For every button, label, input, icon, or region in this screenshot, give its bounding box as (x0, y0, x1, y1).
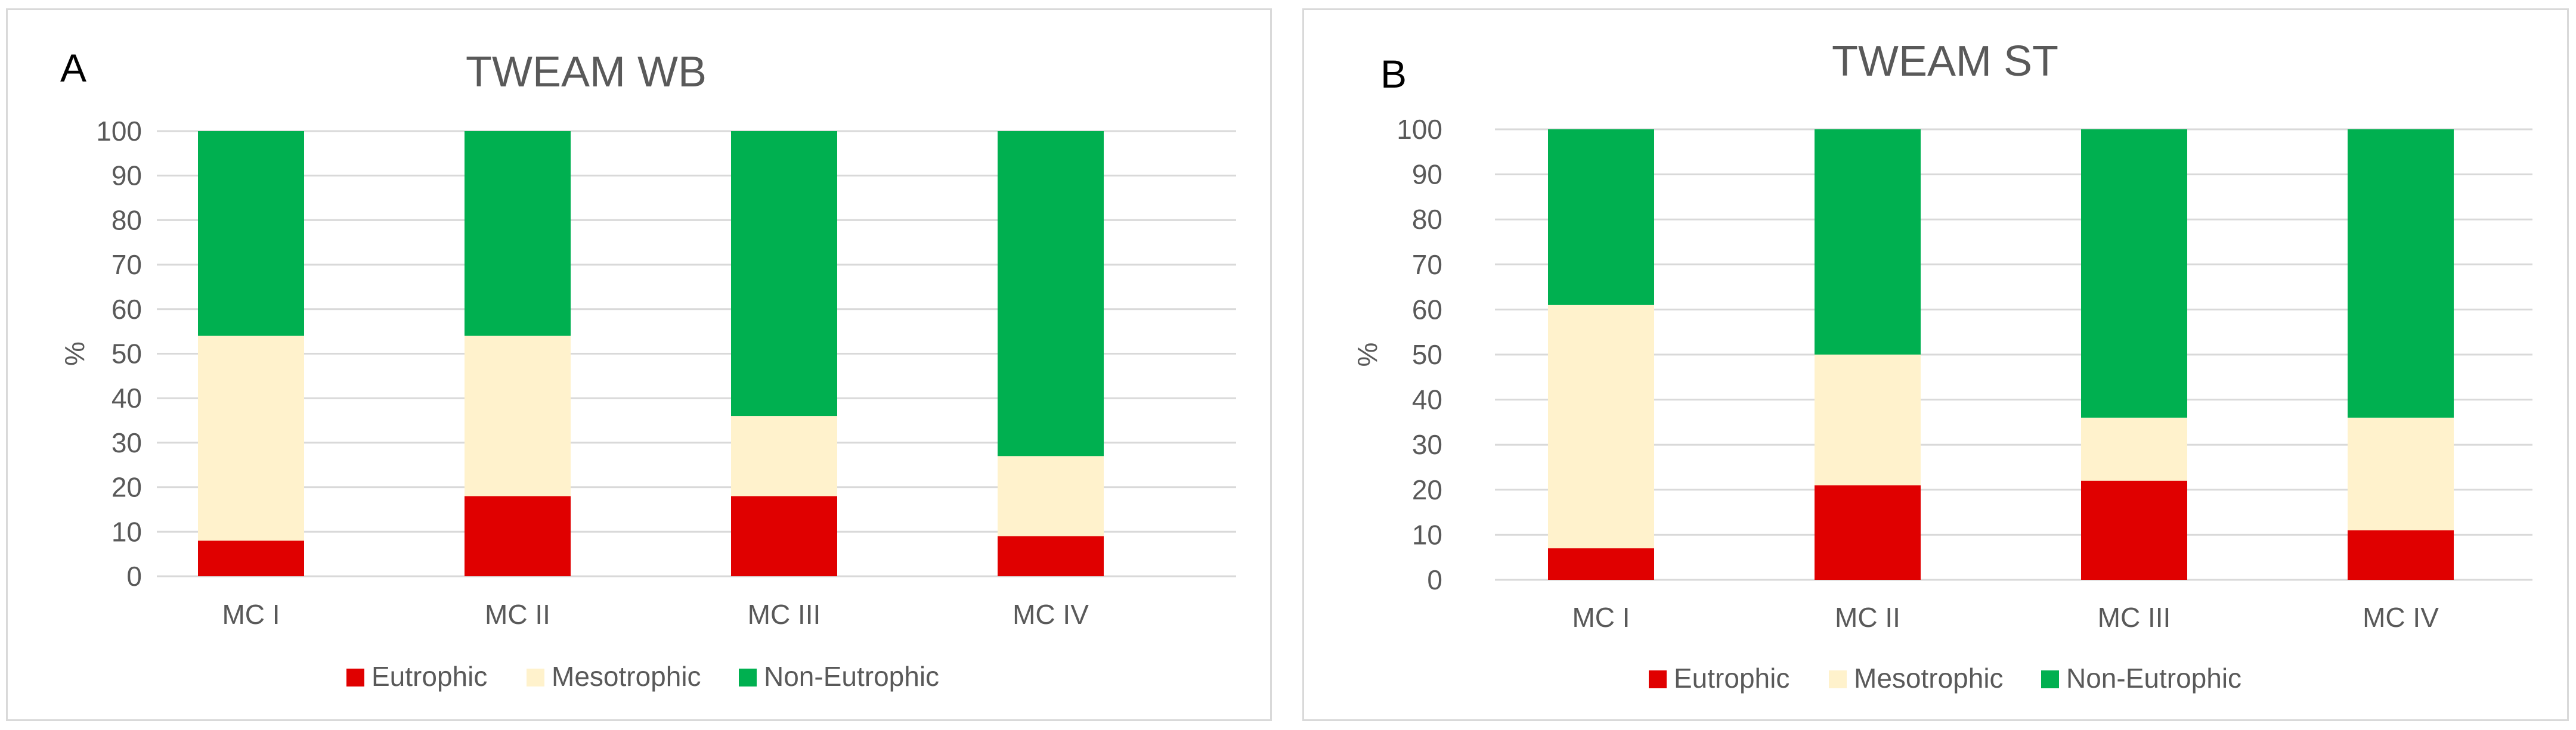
x-tick-label-b: MC I (1572, 602, 1630, 633)
chart-a-svg: A TWEAM WB 0 10 20 30 40 50 60 70 80 90 100% MC I MC I… (59, 46, 1236, 692)
legend-swatch-a (739, 669, 757, 686)
y-tick-label-b: 0 (1427, 564, 1442, 595)
bar-eutrophic-a (731, 496, 837, 576)
legend-label-b: Non-Eutrophic (2066, 663, 2241, 694)
bar-mesotrophic-a (198, 336, 304, 541)
bar-mesotrophic-b (1815, 355, 1921, 486)
y-tick-label-b: 40 (1412, 384, 1442, 415)
x-tick-label-a: MC I (222, 599, 280, 630)
y-tick-label-b: 30 (1412, 429, 1442, 460)
y-tick-label-a: 70 (112, 249, 142, 280)
panel-letter-a: A (60, 46, 86, 90)
x-tick-label-a: MC IV (1013, 599, 1089, 630)
bar-non-eutrophic-b (2348, 129, 2454, 418)
y-tick-label-a: 10 (112, 516, 142, 547)
y-tick-label-a: 20 (112, 472, 142, 503)
y-tick-label-a: 30 (112, 427, 142, 458)
bar-eutrophic-b (2081, 480, 2187, 580)
bar-eutrophic-a (198, 540, 304, 576)
y-tick-label-b: 80 (1412, 204, 1442, 235)
y-tick-label-b: 70 (1412, 249, 1442, 280)
y-tick-label-a: 80 (112, 204, 142, 235)
x-tick-label-b: MC II (1835, 602, 1900, 633)
bar-mesotrophic-b (2348, 417, 2454, 530)
y-tick-label-a: 50 (112, 338, 142, 369)
bar-non-eutrophic-a (465, 131, 571, 336)
legend-swatch-a (527, 669, 544, 686)
y-tick-label-a: 40 (112, 383, 142, 414)
y-tick-label-b: 10 (1412, 519, 1442, 550)
legend-label-a: Non-Eutrophic (764, 661, 939, 692)
bar-eutrophic-b (2348, 530, 2454, 580)
chart-b-svg: B TWEAM ST 0 10 20 30 40 50 60 70 80 90 100% MC I MC I… (1352, 38, 2532, 694)
x-tick-label-a: MC III (748, 599, 821, 630)
legend-swatch-b (2041, 670, 2059, 688)
y-axis-label-b: % (1352, 343, 1383, 367)
bar-non-eutrophic-a (998, 131, 1104, 456)
legend-label-a: Eutrophic (371, 661, 487, 692)
bar-non-eutrophic-b (2081, 129, 2187, 418)
bar-non-eutrophic-a (731, 131, 837, 417)
chart-panel-b: B TWEAM ST 0 10 20 30 40 50 60 70 80 90 100% MC I MC I… (1302, 8, 2569, 721)
chart-panel-a: A TWEAM WB 0 10 20 30 40 50 60 70 80 90 100% MC I MC I… (6, 8, 1272, 721)
y-tick-label-b: 20 (1412, 474, 1442, 505)
bar-non-eutrophic-a (198, 131, 304, 336)
y-tick-label-a: 60 (112, 294, 142, 325)
legend-swatch-b (1829, 670, 1847, 688)
bar-mesotrophic-b (2081, 417, 2187, 481)
bar-mesotrophic-a (731, 416, 837, 496)
y-axis-label-a: % (59, 341, 90, 366)
y-tick-label-a: 100 (96, 116, 142, 147)
bar-non-eutrophic-b (1815, 129, 1921, 355)
panel-letter-b: B (1380, 52, 1407, 96)
bar-eutrophic-a (998, 536, 1104, 576)
bar-non-eutrophic-b (1548, 129, 1654, 305)
y-tick-label-b: 60 (1412, 294, 1442, 325)
y-tick-label-b: 100 (1397, 114, 1442, 145)
x-tick-label-b: MC III (2098, 602, 2171, 633)
legend-label-b: Eutrophic (1674, 663, 1789, 694)
y-tick-label-b: 90 (1412, 159, 1442, 190)
legend-swatch-b (1649, 670, 1667, 688)
bar-eutrophic-b (1548, 548, 1654, 580)
legend-label-a: Mesotrophic (552, 661, 701, 692)
x-tick-label-b: MC IV (2363, 602, 2439, 633)
bar-eutrophic-b (1815, 485, 1921, 580)
legend-swatch-a (346, 669, 364, 686)
y-tick-label-a: 90 (112, 160, 142, 191)
bar-eutrophic-a (465, 496, 571, 576)
bar-mesotrophic-a (998, 456, 1104, 536)
chart-title-b: TWEAM ST (1832, 38, 2058, 85)
chart-title-a: TWEAM WB (466, 48, 707, 96)
y-tick-label-a: 0 (126, 561, 142, 592)
legend-label-b: Mesotrophic (1854, 663, 2004, 694)
y-tick-label-b: 50 (1412, 339, 1442, 370)
bar-mesotrophic-b (1548, 305, 1654, 549)
bar-mesotrophic-a (465, 336, 571, 496)
x-tick-label-a: MC II (485, 599, 550, 630)
